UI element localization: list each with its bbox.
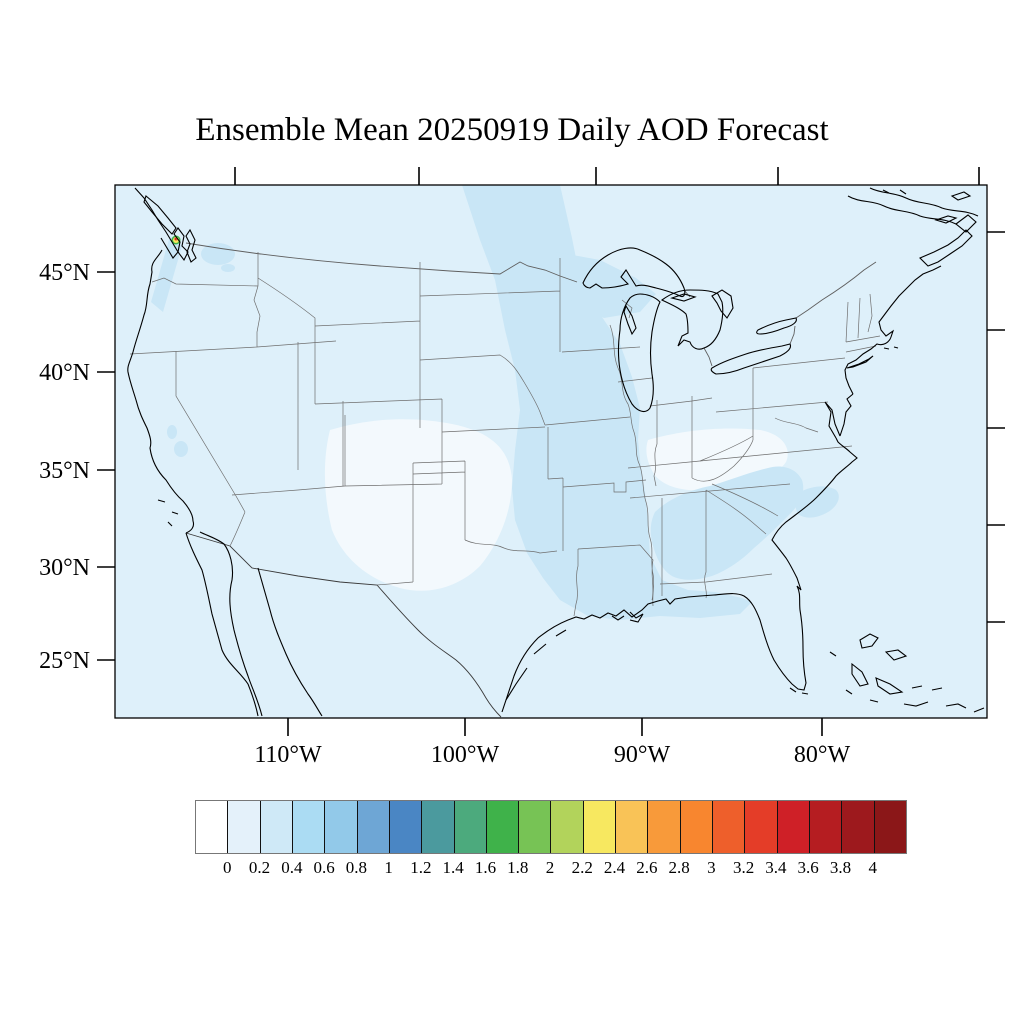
colorbar-tick-label: 3.8: [829, 858, 852, 877]
colorbar-cell: [422, 801, 455, 853]
aod-streak-pnw: [151, 236, 182, 312]
colorbar-cell: [874, 801, 906, 853]
colorbar-tick-label: 0.2: [248, 858, 271, 877]
colorbar-cell: [616, 801, 649, 853]
left-axis-ticks: [97, 271, 115, 661]
colorbar-cell: [292, 801, 326, 853]
map-frame: [114, 184, 988, 719]
colorbar: [195, 800, 907, 854]
colorbar-cell: [389, 801, 423, 853]
colorbar-tick-label: 4: [868, 858, 877, 877]
colorbar-tick-label: 2.4: [603, 858, 626, 877]
colorbar-cell: [454, 801, 487, 853]
mexico-border: [185, 532, 502, 718]
colorbar-tick-label: 0: [223, 858, 232, 877]
colorbar-cell: [680, 801, 713, 853]
state-borders-east: [699, 293, 881, 535]
colorbar-cell: [357, 801, 390, 853]
colorbar-tick-label: 2.2: [571, 858, 593, 877]
aod-band-upper-michigan: [554, 252, 656, 318]
colorbar-cell: [196, 801, 229, 853]
colorbar-cell: [745, 801, 778, 853]
colorbar-cell: [648, 801, 681, 853]
colorbar-cells: [196, 801, 906, 853]
colorbar-tick-label: 1.8: [507, 858, 529, 877]
colorbar-tick-label: 2.8: [668, 858, 690, 877]
lon-label-80w: 80°W: [794, 742, 851, 768]
colorbar-cell: [551, 801, 584, 853]
aod-band-central: [462, 185, 752, 620]
colorbar-tick-label: 3.6: [797, 858, 819, 877]
colorbar-cell: [809, 801, 843, 853]
lat-label-40n: 40°N: [39, 360, 90, 386]
lat-label-30n: 30°N: [39, 555, 90, 581]
right-axis-ticks: [987, 231, 1005, 623]
colorbar-cell: [228, 801, 261, 853]
aod-band-regions: [151, 185, 839, 620]
top-axis-ticks: [234, 167, 980, 185]
plot-title: Ensemble Mean 20250919 Daily AOD Forecas…: [195, 112, 829, 148]
lon-label-100w: 100°W: [431, 742, 500, 768]
aod-spot-california-2: [174, 441, 188, 457]
colorbar-tick-label: 3.2: [733, 858, 755, 877]
colorbar-tick-label: 3.4: [765, 858, 787, 877]
colorbar-tick-label: 0.8: [345, 858, 367, 877]
colorbar-labels: 0 0.2 0.4 0.6 0.8 1 1.2 1.4 1.6 1.8 2 2.2 2.4 2.6 2.8 3…: [195, 858, 905, 882]
lon-label-110w: 110°W: [254, 742, 322, 768]
aod-spot-california-1: [167, 425, 177, 439]
colorbar-cell: [325, 801, 358, 853]
coastline: [127, 187, 985, 717]
colorbar-cell: [486, 801, 520, 853]
colorbar-cell: [713, 801, 746, 853]
colorbar-cell: [260, 801, 293, 853]
lat-label-45n: 45°N: [39, 260, 90, 286]
lat-label-25n: 25°N: [39, 648, 90, 674]
state-borders-west: [129, 252, 641, 586]
colorbar-cell: [519, 801, 552, 853]
axis-ticks: [97, 167, 1005, 736]
canada-border: [185, 242, 877, 367]
colorbar-cell: [777, 801, 810, 853]
colorbar-tick-label: 1.4: [442, 858, 464, 877]
colorbar-tick-label: 3: [707, 858, 716, 877]
colorbar-tick-label: 1.2: [410, 858, 432, 877]
bottom-axis-ticks: [287, 718, 823, 736]
aod-band-offshore-sc: [795, 486, 839, 518]
aod-band-southeast: [650, 466, 804, 580]
lat-label-35n: 35°N: [39, 458, 90, 484]
aod-patch-eastern-wa-2: [221, 264, 235, 272]
colorbar-tick-label: 1: [384, 858, 393, 877]
colorbar-cell: [583, 801, 617, 853]
colorbar-tick-label: 2.6: [636, 858, 658, 877]
colorbar-tick-label: 0.6: [313, 858, 335, 877]
lon-label-90w: 90°W: [614, 742, 671, 768]
colorbar-tick-label: 1.6: [474, 858, 497, 877]
colorbar-cell: [842, 801, 875, 853]
aod-patch-eastern-wa: [201, 243, 235, 265]
colorbar-tick-label: 0.4: [281, 858, 303, 877]
colorbar-tick-label: 2: [545, 858, 555, 877]
